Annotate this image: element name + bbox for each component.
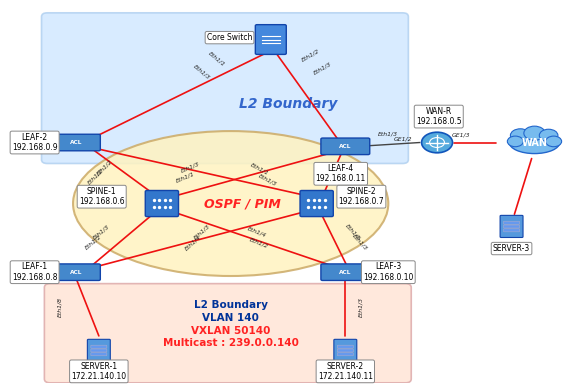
FancyBboxPatch shape — [51, 264, 100, 280]
Text: LEAF-1
192.168.0.8: LEAF-1 192.168.0.8 — [12, 263, 58, 282]
Text: Eth1/2: Eth1/2 — [249, 236, 270, 248]
FancyBboxPatch shape — [503, 221, 520, 224]
Text: L2 Boundary: L2 Boundary — [239, 97, 337, 111]
Text: ACL: ACL — [70, 140, 82, 145]
Circle shape — [422, 132, 453, 153]
FancyBboxPatch shape — [321, 138, 370, 155]
Ellipse shape — [73, 131, 388, 276]
Text: Eth1/3: Eth1/3 — [92, 224, 111, 241]
FancyBboxPatch shape — [503, 229, 520, 232]
Text: LEAF-3
192.168.0.10: LEAF-3 192.168.0.10 — [363, 263, 414, 282]
FancyBboxPatch shape — [255, 25, 286, 54]
Text: Eth1/4: Eth1/4 — [357, 172, 370, 192]
Text: Eth1/1: Eth1/1 — [207, 50, 226, 67]
FancyBboxPatch shape — [145, 191, 179, 217]
Circle shape — [539, 129, 558, 142]
FancyBboxPatch shape — [300, 191, 334, 217]
Text: OSPF / PIM: OSPF / PIM — [204, 197, 281, 210]
Text: Eth1/2: Eth1/2 — [96, 159, 113, 176]
FancyBboxPatch shape — [338, 345, 353, 348]
Text: GE1/2: GE1/2 — [393, 137, 412, 142]
Text: WAN: WAN — [521, 137, 547, 147]
Text: Eth1/3: Eth1/3 — [193, 224, 211, 241]
Text: Eth1/2: Eth1/2 — [87, 168, 105, 186]
Text: VLAN 140: VLAN 140 — [202, 313, 259, 323]
Text: SPINE-1
192.168.0.6: SPINE-1 192.168.0.6 — [79, 187, 124, 206]
Text: LEAF-4
192.168.0.11: LEAF-4 192.168.0.11 — [316, 164, 366, 184]
Text: Eth1/4: Eth1/4 — [184, 234, 203, 251]
Text: Eth1/3: Eth1/3 — [313, 61, 332, 75]
Text: LEAF-2
192.168.0.9: LEAF-2 192.168.0.9 — [12, 133, 58, 152]
Text: Eth1/2: Eth1/2 — [301, 48, 321, 62]
FancyBboxPatch shape — [51, 134, 100, 151]
Text: Eth1/2: Eth1/2 — [347, 161, 361, 181]
Text: ACL: ACL — [339, 270, 351, 275]
Text: Eth1/3: Eth1/3 — [193, 64, 211, 80]
Text: VXLAN 50140: VXLAN 50140 — [191, 326, 270, 336]
Text: SERVER-2
172.21.140.11: SERVER-2 172.21.140.11 — [318, 362, 373, 381]
Text: Core Switch: Core Switch — [207, 33, 252, 42]
Text: Eth1/8: Eth1/8 — [58, 298, 62, 318]
Circle shape — [545, 136, 562, 147]
Text: Eth1/3: Eth1/3 — [358, 298, 363, 318]
Text: Eth1/3: Eth1/3 — [180, 161, 200, 174]
Ellipse shape — [509, 131, 560, 154]
Circle shape — [510, 129, 530, 142]
Text: ACL: ACL — [70, 270, 82, 275]
FancyBboxPatch shape — [44, 284, 411, 383]
FancyBboxPatch shape — [338, 349, 353, 352]
Text: Eth1/5: Eth1/5 — [344, 223, 361, 241]
FancyBboxPatch shape — [500, 215, 523, 238]
FancyBboxPatch shape — [91, 353, 107, 356]
Text: Multicast : 239.0.0.140: Multicast : 239.0.0.140 — [163, 338, 298, 348]
Text: SERVER-3: SERVER-3 — [493, 244, 530, 253]
Text: GE1/3: GE1/3 — [452, 132, 471, 137]
Circle shape — [507, 136, 524, 147]
Text: WAN-R
192.168.0.5: WAN-R 192.168.0.5 — [416, 107, 461, 126]
Text: Eth1/4: Eth1/4 — [247, 226, 267, 238]
FancyBboxPatch shape — [91, 345, 107, 348]
Circle shape — [524, 126, 545, 140]
FancyBboxPatch shape — [503, 225, 520, 228]
Text: L2 Boundary: L2 Boundary — [194, 300, 268, 310]
FancyBboxPatch shape — [334, 339, 357, 362]
Text: Eth1/3: Eth1/3 — [378, 132, 399, 137]
Text: Eth1/1: Eth1/1 — [249, 162, 270, 176]
Text: Eth1/3: Eth1/3 — [351, 233, 368, 251]
Text: Eth1/2: Eth1/2 — [84, 233, 103, 250]
FancyBboxPatch shape — [41, 13, 408, 164]
Text: SERVER-1
172.21.140.10: SERVER-1 172.21.140.10 — [71, 362, 126, 381]
FancyBboxPatch shape — [338, 353, 353, 356]
Text: ACL: ACL — [339, 144, 351, 149]
Text: SPINE-2
192.168.0.7: SPINE-2 192.168.0.7 — [339, 187, 384, 206]
Text: Eth1/1: Eth1/1 — [175, 171, 195, 184]
Text: Eth1/3: Eth1/3 — [258, 172, 278, 186]
FancyBboxPatch shape — [88, 339, 110, 362]
FancyBboxPatch shape — [91, 349, 107, 352]
FancyBboxPatch shape — [321, 264, 370, 280]
